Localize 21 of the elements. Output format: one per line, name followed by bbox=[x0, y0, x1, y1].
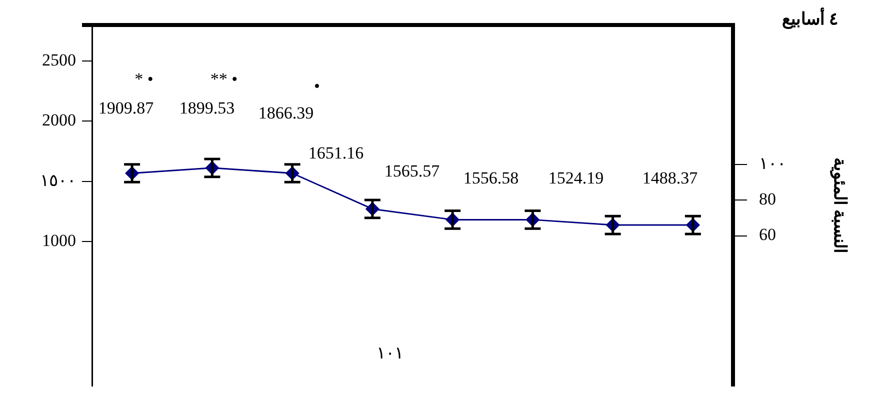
annotation: 1565.57 bbox=[384, 162, 440, 180]
y2-axis-title: النسبة المئوية bbox=[829, 157, 850, 254]
y-tick-label: ١٥٠٠ bbox=[40, 170, 76, 190]
annotation: 1899.53 bbox=[179, 98, 235, 118]
y-tick-label: 2000 bbox=[42, 110, 76, 130]
y2-tick-label: 80 bbox=[759, 190, 776, 209]
annotation: 1524.19 bbox=[548, 168, 604, 188]
annotation: 1909.87 bbox=[98, 98, 154, 118]
annotation: 1488.37 bbox=[642, 168, 698, 188]
annotation: 1651.16 bbox=[308, 144, 364, 162]
annotation: ** • bbox=[210, 70, 238, 88]
annotation: 1866.39 bbox=[258, 104, 314, 122]
y2-tick-label: ١٠٠ bbox=[759, 154, 786, 173]
y-tick-label: 1000 bbox=[42, 230, 76, 250]
text: ٤ أسابيع bbox=[782, 6, 838, 30]
y2-tick-label: 60 bbox=[759, 225, 776, 244]
annotation: ١٠١ bbox=[376, 344, 404, 362]
annotation: • bbox=[314, 76, 320, 96]
y-tick-label: 2500 bbox=[42, 50, 76, 70]
annotation: 1556.58 bbox=[463, 168, 519, 188]
annotation: * • bbox=[134, 70, 154, 88]
